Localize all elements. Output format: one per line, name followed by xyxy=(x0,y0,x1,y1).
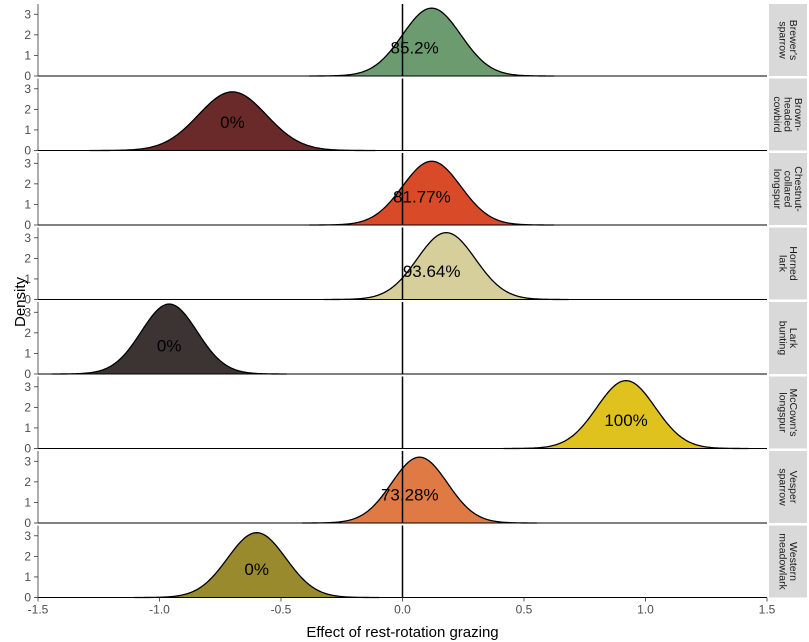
y-tick-label: 0 xyxy=(24,69,31,83)
y-axis-title: Density xyxy=(12,276,29,327)
y-tick-label: 2 xyxy=(24,400,31,414)
density-curve-lark-bunting xyxy=(51,303,287,375)
density-area-brown-headed-cowbird xyxy=(89,91,376,151)
y-tick-label: 3 xyxy=(24,380,31,394)
y-tick-label: 0 xyxy=(24,591,31,605)
density-area-mccown-s-longspur xyxy=(503,380,749,449)
y-tick-label: 2 xyxy=(24,326,31,340)
facet-label-brown-headed-cowbird: Brown-headedcowbird xyxy=(771,96,804,132)
y-tick-label: 0 xyxy=(24,516,31,530)
y-tick-label: 0 xyxy=(24,293,31,307)
density-curve-brown-headed-cowbird xyxy=(89,91,376,152)
facet-strip-vesper-sparrow xyxy=(769,451,807,523)
x-tick-label: -1.5 xyxy=(28,603,49,617)
panel-chestnut-collared-longspur: 0 1 2 3 81.77% Chestnut-collaredlongspur xyxy=(24,153,807,232)
facet-label-lark-bunting: Larkbunting xyxy=(776,321,799,356)
density-area-chestnut-collared-longspur xyxy=(309,161,555,225)
y-tick-label: 0 xyxy=(24,442,31,456)
facet-strip-horned-lark xyxy=(769,227,807,300)
facet-label-chestnut-collared-longspur: Chestnut-collaredlongspur xyxy=(771,166,804,212)
x-axis-title: Effect of rest-rotation grazing xyxy=(306,624,498,641)
y-tick-label: 2 xyxy=(24,475,31,489)
facet-strip-chestnut-collared-longspur xyxy=(769,153,807,225)
panel-mccown-s-longspur: 0 1 2 3 100% McCown'slongspur xyxy=(24,376,807,456)
y-tick-label: 1 xyxy=(24,123,31,137)
density-area-horned-lark xyxy=(323,232,569,300)
x-tick-label: -0.5 xyxy=(271,603,292,617)
density-curve-chestnut-collared-longspur xyxy=(309,160,555,226)
percent-label-horned-lark: 93.64% xyxy=(403,262,461,281)
percent-label-brewer-s-sparrow: 85.2% xyxy=(391,38,439,57)
density-area-western-meadowlark xyxy=(134,532,380,598)
density-curve-brewer-s-sparrow xyxy=(309,7,555,77)
panel-western-meadowlark: 0 1 2 3 0% Westernmeadowlark xyxy=(24,525,807,605)
density-area-vesper-sparrow xyxy=(302,457,537,523)
density-area-lark-bunting xyxy=(51,304,287,374)
x-tick-label: 0.0 xyxy=(394,603,411,617)
facet-strip-lark-bunting xyxy=(769,302,807,374)
x-tick-label: 0.5 xyxy=(516,603,533,617)
facet-label-brewer-s-sparrow: Brewer'ssparrow xyxy=(776,20,799,61)
x-axis: -1.5 -1.0 -0.5 0.0 0.5 1.0 1.5 xyxy=(28,597,776,617)
y-tick-label: 3 xyxy=(24,454,31,468)
panel-lark-bunting: 0 1 2 3 0% Larkbunting xyxy=(24,302,807,381)
percent-label-lark-bunting: 0% xyxy=(157,336,182,355)
percent-label-western-meadowlark: 0% xyxy=(244,560,269,579)
y-tick-label: 3 xyxy=(24,305,31,319)
x-tick-label: -1.0 xyxy=(149,603,170,617)
y-tick-label: 1 xyxy=(24,272,31,286)
facet-strip-western-meadowlark xyxy=(769,525,807,598)
facet-strip-mccown-s-longspur xyxy=(769,376,807,449)
y-tick-label: 3 xyxy=(24,231,31,245)
y-tick-label: 3 xyxy=(24,156,31,170)
density-curve-vesper-sparrow xyxy=(302,456,537,524)
percent-label-mccown-s-longspur: 100% xyxy=(604,411,647,430)
y-tick-label: 2 xyxy=(24,549,31,563)
y-tick-label: 2 xyxy=(24,251,31,265)
facet-label-western-meadowlark: Westernmeadowlark xyxy=(776,533,799,590)
facet-label-mccown-s-longspur: McCown'slongspur xyxy=(776,388,799,436)
panel-brown-headed-cowbird: 0 1 2 3 0% Brown-headedcowbird xyxy=(24,78,807,158)
y-tick-label: 3 xyxy=(24,529,31,543)
panel-horned-lark: 0 1 2 3 93.64% Hornedlark xyxy=(24,227,807,307)
facet-strip-brewer-s-sparrow xyxy=(769,4,807,76)
density-area-brewer-s-sparrow xyxy=(309,8,555,76)
y-tick-label: 3 xyxy=(24,82,31,96)
density-curve-mccown-s-longspur xyxy=(503,379,749,450)
y-tick-label: 2 xyxy=(24,177,31,191)
y-tick-label: 0 xyxy=(24,218,31,232)
facet-strip-brown-headed-cowbird xyxy=(769,78,807,151)
y-tick-label: 1 xyxy=(24,421,31,435)
y-tick-label: 0 xyxy=(24,367,31,381)
density-curve-horned-lark xyxy=(323,231,569,301)
y-tick-label: 1 xyxy=(24,48,31,62)
y-tick-label: 3 xyxy=(24,7,31,21)
percent-label-brown-headed-cowbird: 0% xyxy=(220,113,245,132)
y-tick-label: 0 xyxy=(24,144,31,158)
density-curve-western-meadowlark xyxy=(134,532,380,599)
panels-layer: 0 1 2 3 85.2% Brewer'ssparrow 0 1 2 3 0% Brown-head… xyxy=(24,4,807,605)
x-tick-label: 1.0 xyxy=(637,603,654,617)
y-tick-label: 1 xyxy=(24,346,31,360)
y-tick-label: 2 xyxy=(24,102,31,116)
percent-label-vesper-sparrow: 73.28% xyxy=(381,485,439,504)
facet-label-horned-lark: Hornedlark xyxy=(776,246,799,281)
percent-label-chestnut-collared-longspur: 81.77% xyxy=(393,187,451,206)
facet-label-vesper-sparrow: Vespersparrow xyxy=(776,468,799,506)
panel-vesper-sparrow: 0 1 2 3 73.28% Vespersparrow xyxy=(24,451,807,530)
y-tick-label: 1 xyxy=(24,570,31,584)
panel-brewer-s-sparrow: 0 1 2 3 85.2% Brewer'ssparrow xyxy=(24,4,807,83)
y-tick-label: 1 xyxy=(24,495,31,509)
y-tick-label: 2 xyxy=(24,28,31,42)
x-tick-label: 1.5 xyxy=(759,603,776,617)
y-tick-label: 1 xyxy=(24,197,31,211)
